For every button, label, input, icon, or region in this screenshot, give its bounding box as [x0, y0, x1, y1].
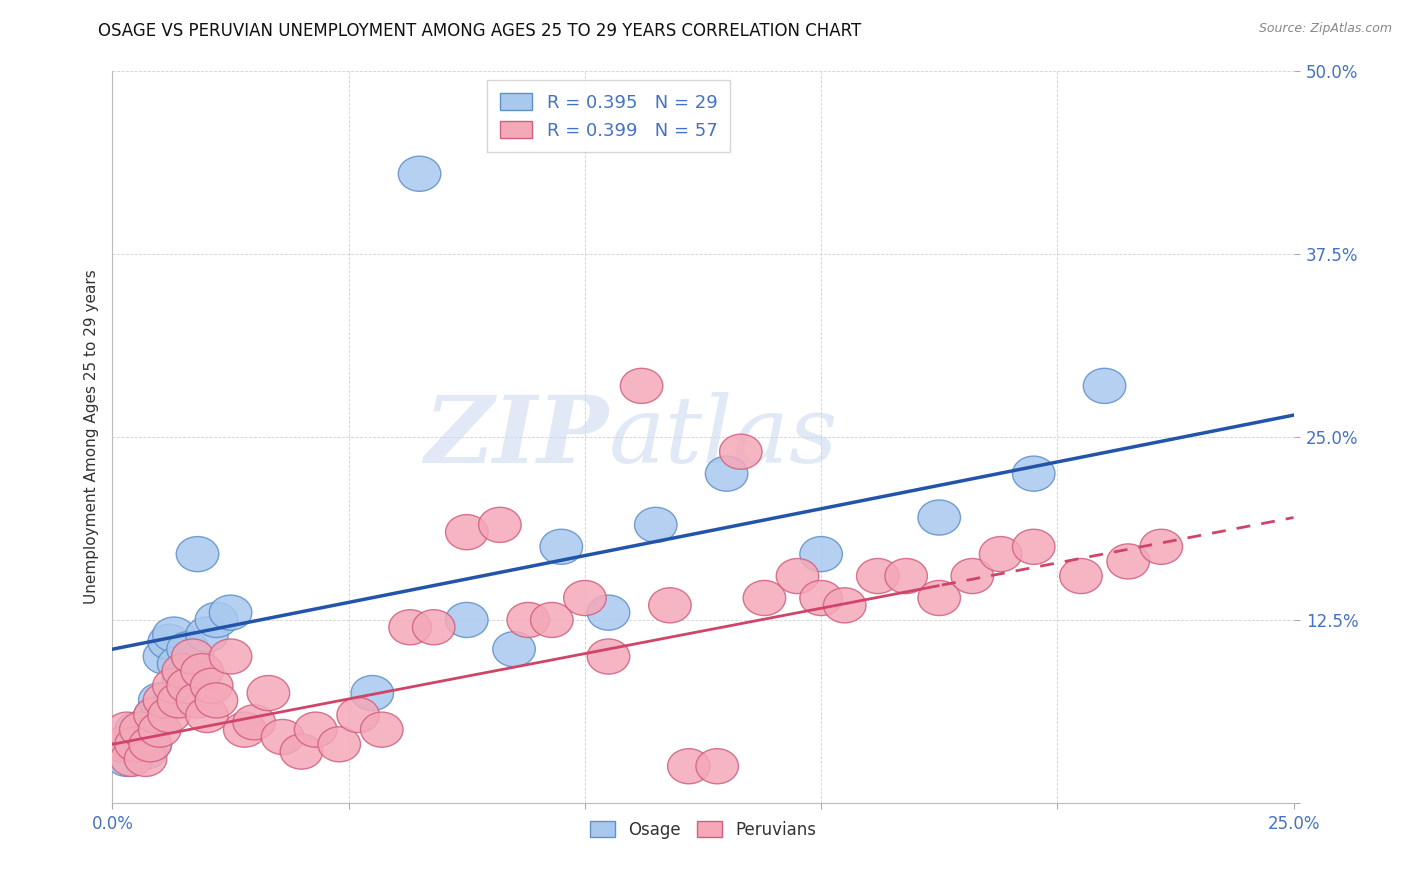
Ellipse shape: [124, 734, 167, 769]
Ellipse shape: [776, 558, 818, 593]
Ellipse shape: [190, 668, 233, 703]
Ellipse shape: [176, 683, 219, 718]
Ellipse shape: [389, 610, 432, 645]
Ellipse shape: [980, 537, 1022, 572]
Ellipse shape: [157, 647, 200, 681]
Ellipse shape: [294, 712, 337, 747]
Ellipse shape: [138, 683, 181, 718]
Ellipse shape: [101, 727, 143, 762]
Ellipse shape: [352, 675, 394, 711]
Text: ZIP: ZIP: [425, 392, 609, 482]
Ellipse shape: [1060, 558, 1102, 593]
Ellipse shape: [105, 741, 148, 776]
Ellipse shape: [124, 741, 167, 776]
Ellipse shape: [1012, 529, 1054, 565]
Ellipse shape: [634, 508, 678, 542]
Ellipse shape: [209, 639, 252, 674]
Ellipse shape: [176, 537, 219, 572]
Legend: Osage, Peruvians: Osage, Peruvians: [583, 814, 823, 846]
Ellipse shape: [800, 581, 842, 615]
Ellipse shape: [157, 683, 200, 718]
Ellipse shape: [1083, 368, 1126, 403]
Ellipse shape: [138, 712, 181, 747]
Ellipse shape: [337, 698, 380, 732]
Ellipse shape: [134, 698, 176, 732]
Ellipse shape: [129, 727, 172, 762]
Ellipse shape: [110, 741, 153, 776]
Ellipse shape: [105, 712, 148, 747]
Ellipse shape: [167, 668, 209, 703]
Ellipse shape: [478, 508, 522, 542]
Ellipse shape: [162, 661, 205, 696]
Ellipse shape: [884, 558, 928, 593]
Ellipse shape: [648, 588, 692, 623]
Ellipse shape: [620, 368, 662, 403]
Ellipse shape: [446, 515, 488, 549]
Ellipse shape: [744, 581, 786, 615]
Ellipse shape: [530, 602, 574, 638]
Ellipse shape: [134, 698, 176, 732]
Text: atlas: atlas: [609, 392, 838, 482]
Ellipse shape: [262, 720, 304, 755]
Ellipse shape: [195, 602, 238, 638]
Ellipse shape: [148, 698, 190, 732]
Ellipse shape: [950, 558, 994, 593]
Ellipse shape: [148, 624, 190, 659]
Ellipse shape: [153, 617, 195, 652]
Ellipse shape: [918, 500, 960, 535]
Ellipse shape: [129, 727, 172, 762]
Ellipse shape: [706, 456, 748, 491]
Ellipse shape: [446, 602, 488, 638]
Ellipse shape: [280, 734, 323, 769]
Ellipse shape: [115, 727, 157, 762]
Ellipse shape: [115, 712, 157, 747]
Ellipse shape: [120, 712, 162, 747]
Ellipse shape: [1107, 544, 1150, 579]
Ellipse shape: [696, 748, 738, 784]
Ellipse shape: [398, 156, 441, 191]
Text: OSAGE VS PERUVIAN UNEMPLOYMENT AMONG AGES 25 TO 29 YEARS CORRELATION CHART: OSAGE VS PERUVIAN UNEMPLOYMENT AMONG AGE…: [98, 22, 862, 40]
Ellipse shape: [824, 588, 866, 623]
Ellipse shape: [162, 654, 205, 689]
Ellipse shape: [153, 668, 195, 703]
Ellipse shape: [412, 610, 456, 645]
Ellipse shape: [224, 712, 266, 747]
Ellipse shape: [167, 632, 209, 666]
Ellipse shape: [1140, 529, 1182, 565]
Ellipse shape: [318, 727, 360, 762]
Ellipse shape: [540, 529, 582, 565]
Text: Source: ZipAtlas.com: Source: ZipAtlas.com: [1258, 22, 1392, 36]
Ellipse shape: [186, 698, 228, 732]
Ellipse shape: [247, 675, 290, 711]
Ellipse shape: [588, 639, 630, 674]
Ellipse shape: [492, 632, 536, 666]
Ellipse shape: [120, 727, 162, 762]
Ellipse shape: [918, 581, 960, 615]
Ellipse shape: [720, 434, 762, 469]
Ellipse shape: [143, 639, 186, 674]
Ellipse shape: [800, 537, 842, 572]
Ellipse shape: [564, 581, 606, 615]
Ellipse shape: [209, 595, 252, 630]
Ellipse shape: [233, 705, 276, 739]
Ellipse shape: [856, 558, 898, 593]
Ellipse shape: [181, 654, 224, 689]
Ellipse shape: [668, 748, 710, 784]
Ellipse shape: [186, 617, 228, 652]
Ellipse shape: [1012, 456, 1054, 491]
Ellipse shape: [508, 602, 550, 638]
Ellipse shape: [360, 712, 404, 747]
Y-axis label: Unemployment Among Ages 25 to 29 years: Unemployment Among Ages 25 to 29 years: [83, 269, 98, 605]
Ellipse shape: [172, 639, 214, 674]
Ellipse shape: [588, 595, 630, 630]
Ellipse shape: [195, 683, 238, 718]
Ellipse shape: [143, 683, 186, 718]
